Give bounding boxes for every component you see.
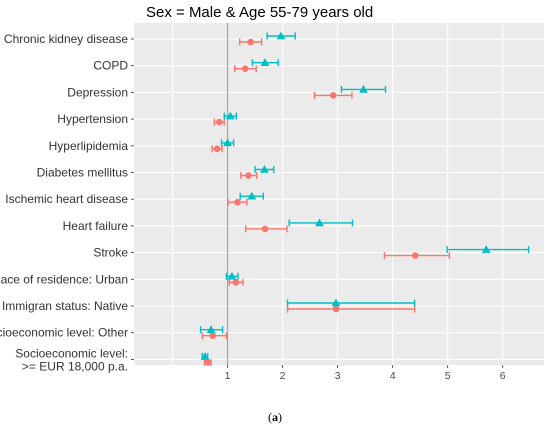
point-series-1 (359, 85, 368, 93)
point-series-2 (213, 145, 221, 153)
x-tick-label: 1 (225, 370, 231, 382)
x-tick-labels: 1 2 3 4 5 6 (225, 365, 506, 382)
caption-prefix: ( (268, 410, 272, 424)
category-label: Socioeconomic level: >= EUR 18,000 p.a. (15, 346, 128, 373)
chart-title: Sex = Male & Age 55-79 years old (146, 4, 373, 21)
point-series-2 (332, 305, 340, 313)
x-tick-label: 5 (445, 370, 451, 382)
category-label: Chronic kidney disease (4, 32, 128, 46)
category-label: Stroke (93, 246, 128, 260)
point-series-1 (206, 325, 216, 333)
point-series-2 (234, 198, 241, 206)
point-series-2 (216, 118, 223, 126)
category-label-line: >= EUR 18,000 p.a. (22, 359, 128, 373)
category-label: Diabetes mellitus (37, 166, 128, 180)
category-label: Heart failure (63, 219, 129, 233)
category-label: Place of residence: Urban (0, 272, 128, 286)
category-label: Immigran status: Native (2, 299, 128, 313)
ci-series-2 (286, 305, 416, 313)
point-series-1 (315, 218, 324, 227)
point-series-2 (329, 92, 337, 99)
caption-suffix: ) (278, 410, 282, 424)
x-tick-label: 4 (390, 370, 396, 382)
point-series-2 (261, 225, 269, 233)
figure-caption: (a) (268, 410, 282, 424)
ci-series-1 (286, 299, 416, 307)
point-series-2 (411, 252, 419, 259)
point-series-1 (481, 245, 491, 253)
plot-panel (134, 23, 544, 365)
point-series-1 (331, 298, 341, 307)
point-series-1 (223, 138, 232, 147)
point-series-2 (232, 279, 240, 286)
point-series-2 (241, 65, 249, 72)
category-label: Socioeconomic level: Other (0, 326, 128, 340)
point-series-1 (227, 271, 237, 280)
caption-letter: a (272, 410, 278, 424)
point-series-1 (276, 31, 286, 40)
category-label: COPD (93, 59, 128, 73)
point-series-1 (225, 111, 235, 120)
x-tick-label: 3 (335, 370, 341, 382)
x-tick-label: 2 (280, 370, 286, 382)
point-series-1 (200, 352, 210, 360)
point-series-2 (245, 172, 252, 179)
category-label: Depression (67, 85, 128, 99)
point-series-1 (247, 191, 257, 200)
marks-layer (199, 31, 530, 366)
point-series-1 (260, 165, 269, 173)
point-series-2 (204, 359, 212, 366)
category-labels: Chronic kidney disease COPD Depression Hype… (0, 32, 134, 373)
category-label: Ischemic heart disease (5, 192, 128, 206)
point-series-2 (247, 38, 254, 46)
x-tick-label: 6 (500, 370, 506, 382)
category-label: Hypertension (57, 112, 128, 126)
point-series-2 (209, 332, 216, 340)
category-label: Hyperlipidemia (49, 139, 129, 153)
point-series-1 (260, 58, 270, 66)
category-label-line: Socioeconomic level: (15, 346, 128, 360)
